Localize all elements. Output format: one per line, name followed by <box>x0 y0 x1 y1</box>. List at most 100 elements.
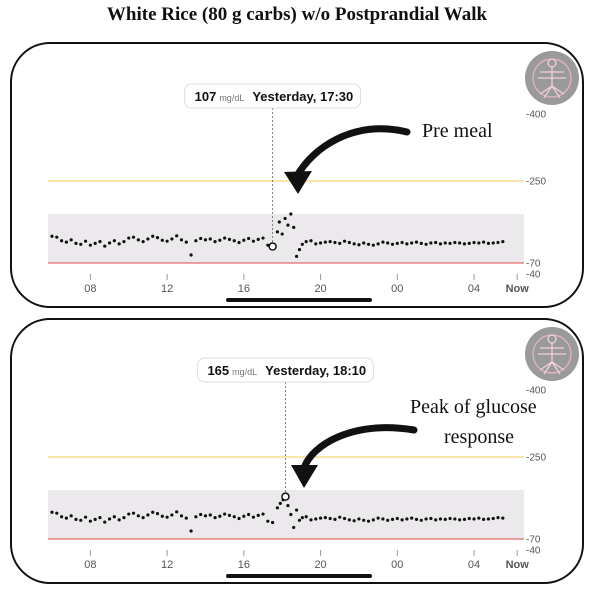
glucose-point <box>55 235 59 239</box>
glucose-point <box>338 241 342 245</box>
glucose-point <box>208 513 212 517</box>
glucose-point <box>366 242 371 246</box>
glucose-point <box>376 516 380 520</box>
glucose-point <box>122 516 126 520</box>
glucose-point <box>213 240 217 244</box>
glucose-point <box>179 238 184 242</box>
home-indicator <box>226 574 372 578</box>
glucose-point <box>208 237 212 241</box>
y-tick-label: -400 <box>526 110 546 121</box>
glucose-point <box>227 237 232 241</box>
tooltip-box <box>184 83 362 109</box>
glucose-point <box>141 240 145 244</box>
glucose-point <box>410 241 414 245</box>
glucose-point <box>213 516 217 520</box>
glucose-point <box>64 516 68 520</box>
glucose-point <box>59 515 64 519</box>
glucose-point <box>175 510 179 514</box>
glucose-point <box>434 240 438 245</box>
glucose-point <box>103 244 107 248</box>
glucose-point <box>366 519 371 523</box>
glucose-point <box>309 518 313 522</box>
glucose-point <box>280 232 284 236</box>
glucose-point <box>429 516 433 521</box>
glucose-point <box>424 517 428 521</box>
y-tick-label: -40 <box>526 546 541 557</box>
glucose-point <box>189 529 193 533</box>
glucose-point <box>194 239 198 243</box>
glucose-point <box>160 238 164 242</box>
glucose-point <box>486 241 491 245</box>
glucose-point <box>381 240 385 244</box>
glucose-point <box>261 236 265 240</box>
glucose-point <box>203 238 208 242</box>
tooltip-time: Yesterday, 18:10 <box>265 363 366 378</box>
glucose-point <box>275 506 280 510</box>
glucose-point <box>405 517 409 521</box>
glucose-point <box>347 240 351 245</box>
glucose-point <box>242 514 246 518</box>
glucose-point <box>482 240 486 244</box>
glucose-chart-panel-premeal: -400 -250 -70 -40 08 12 16 20 00 04 Now 107 mg/dL Yes… <box>10 42 584 308</box>
glucose-point <box>283 216 287 221</box>
glucose-point <box>410 516 414 520</box>
glucose-point <box>472 240 476 245</box>
glucose-point <box>342 516 347 521</box>
y-tick-label: -250 <box>526 453 546 464</box>
glucose-point <box>203 514 208 518</box>
x-tick-label: 00 <box>391 559 403 571</box>
glucose-point <box>467 241 471 245</box>
glucose-point <box>227 513 232 517</box>
y-tick-label: -250 <box>526 177 546 188</box>
glucose-point <box>112 515 116 519</box>
x-tick-label: 12 <box>161 283 173 295</box>
glucose-point <box>218 238 222 242</box>
glucose-point <box>256 237 260 241</box>
glucose-point <box>486 517 491 521</box>
glucose-point <box>69 514 73 518</box>
glucose-point <box>314 517 318 521</box>
glucose-point <box>443 517 447 521</box>
glucose-point <box>103 520 107 524</box>
glucose-point <box>155 512 160 516</box>
glucose-point <box>232 239 236 243</box>
glucose-point <box>318 241 323 245</box>
glucose-point <box>501 240 505 244</box>
glucose-point <box>151 510 155 514</box>
glucose-point <box>79 518 83 522</box>
glucose-point <box>438 517 443 521</box>
tooltip-unit: mg/dL <box>219 93 244 103</box>
tooltip-value: 165 <box>207 363 229 378</box>
glucose-point <box>141 516 145 520</box>
glucose-point <box>251 239 256 243</box>
selected-point <box>281 492 290 501</box>
glucose-point <box>146 513 150 517</box>
glucose-point <box>64 240 68 244</box>
glucose-point <box>357 243 361 247</box>
glucose-point <box>297 518 302 522</box>
glucose-point <box>477 241 481 245</box>
glucose-point <box>278 501 282 505</box>
glucose-point <box>386 518 390 522</box>
y-tick-label: -70 <box>526 535 541 546</box>
avatar-figure <box>538 67 566 99</box>
tooltip-value: 107 <box>195 89 217 104</box>
glucose-point <box>184 240 188 244</box>
annotation-arrowhead <box>291 465 318 488</box>
glucose-point <box>347 518 351 522</box>
selected-point <box>268 242 277 251</box>
glucose-point <box>79 242 83 246</box>
glucose-chart-peak: -400 -250 -70-40 08 12 16 20 00 04 Now 165 mg/dL Yes… <box>48 327 579 571</box>
glucose-point <box>467 516 471 521</box>
tooltip-time: Yesterday, 17:30 <box>252 89 353 104</box>
glucose-point <box>189 253 193 257</box>
glucose-point <box>491 516 495 521</box>
glucose-point <box>472 517 476 521</box>
glucose-point <box>462 517 467 521</box>
glucose-point <box>223 236 227 240</box>
glucose-point <box>323 516 327 520</box>
glucose-point <box>443 241 447 245</box>
x-tick-label: 08 <box>84 559 96 571</box>
glucose-point <box>93 241 97 245</box>
glucose-point <box>318 516 323 520</box>
